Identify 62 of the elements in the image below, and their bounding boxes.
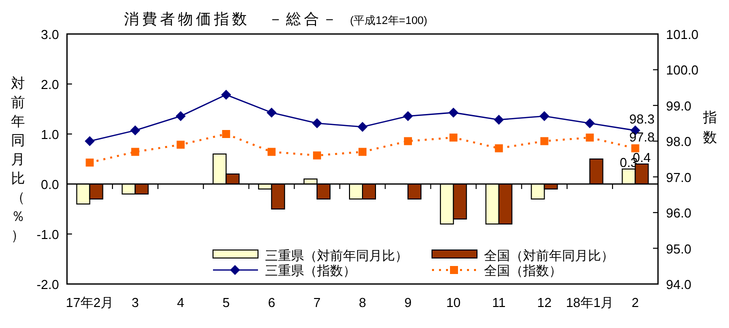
y-tick-label: 3.0 <box>40 27 59 42</box>
y-axis-title: 対前年同月比（％） <box>11 75 25 243</box>
x-tick-label: 6 <box>268 295 276 310</box>
y2-tick-label: 98.0 <box>666 134 692 150</box>
x-tick-label: 9 <box>404 295 412 310</box>
legend-label: 全国（指数） <box>484 263 562 278</box>
point <box>86 158 94 167</box>
y2-tick-label: 100.0 <box>666 62 699 78</box>
y2-tick-label: 96.0 <box>666 206 692 221</box>
x-tick-label: 7 <box>313 295 321 310</box>
point <box>449 134 458 142</box>
point <box>313 151 322 160</box>
data-label: 97.8 <box>629 129 655 144</box>
point <box>584 118 595 128</box>
point <box>222 130 230 138</box>
y2-tick-label: 95.0 <box>666 241 692 256</box>
x-tick-label: 11 <box>492 295 506 310</box>
point <box>221 90 232 100</box>
point <box>494 144 503 152</box>
y-tick-label: -1.0 <box>36 227 59 242</box>
x-tick-label: 10 <box>446 295 461 310</box>
x-tick-label: 4 <box>177 295 184 310</box>
y2-tick-label: 99.0 <box>666 98 692 114</box>
x-tick-label: 3 <box>132 295 139 310</box>
x-tick-label: 12 <box>537 295 552 310</box>
y2-tick-label: 97.0 <box>666 170 692 185</box>
y-tick-label: 1.0 <box>40 127 59 142</box>
point <box>268 148 276 156</box>
point <box>176 140 185 149</box>
chart-subtitle: (平成12年=100) <box>350 14 428 27</box>
point <box>540 137 548 146</box>
point <box>130 125 140 136</box>
point <box>404 137 412 146</box>
point <box>539 111 550 122</box>
legend-label: 三重県（対前年同月比） <box>265 248 408 263</box>
point <box>266 108 277 118</box>
y-tick-label: 2.0 <box>40 77 59 92</box>
x-tick-label: 8 <box>358 295 366 310</box>
y2-tick-label: 101.0 <box>666 27 699 42</box>
x-tick-label: 18年1月 <box>566 295 614 310</box>
chart-title: 消費者物価指数 －総合－ <box>124 11 340 28</box>
point <box>176 111 186 122</box>
point <box>631 144 640 152</box>
x-tick-label: 17年2月 <box>66 295 114 310</box>
point <box>312 118 322 128</box>
y2-tick-label: 94.0 <box>666 277 692 292</box>
point <box>402 111 413 122</box>
data-label: 98.3 <box>629 111 655 126</box>
legend-label: 全国（対前年同月比） <box>484 248 614 263</box>
point <box>448 108 458 118</box>
point <box>494 114 504 125</box>
legend-label: 三重県（指数） <box>265 263 356 278</box>
point <box>131 148 140 156</box>
point <box>358 122 368 132</box>
y-tick-label: -2.0 <box>36 277 59 292</box>
y-tick-label: 0.0 <box>40 177 59 192</box>
point <box>586 134 594 142</box>
point <box>358 148 366 156</box>
x-tick-label: 2 <box>632 295 639 310</box>
point <box>84 136 95 146</box>
y2-axis-title: 指数 <box>703 109 717 145</box>
x-tick-label: 5 <box>222 295 230 310</box>
